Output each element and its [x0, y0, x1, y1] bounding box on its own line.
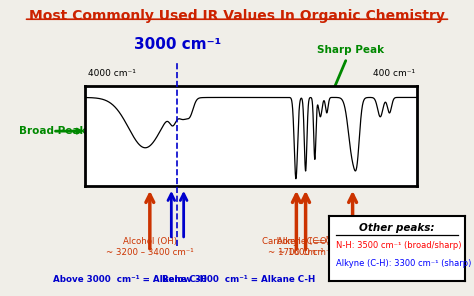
Text: C-O bond
~ 1100 cm⁻¹: C-O bond ~ 1100 cm⁻¹: [325, 222, 381, 242]
Text: Alcohol (OH)
~ 3200 – 3400 cm⁻¹: Alcohol (OH) ~ 3200 – 3400 cm⁻¹: [106, 237, 194, 257]
Text: Sharp Peak: Sharp Peak: [310, 45, 383, 146]
Text: 400 cm⁻¹: 400 cm⁻¹: [373, 70, 415, 78]
Text: Broad Peak: Broad Peak: [19, 126, 86, 136]
Text: Alkyne (C-H): 3300 cm⁻¹ (sharp): Alkyne (C-H): 3300 cm⁻¹ (sharp): [336, 259, 472, 268]
Text: Alkene (C=C)
~ 1600 cm⁻¹: Alkene (C=C) ~ 1600 cm⁻¹: [277, 237, 335, 257]
Text: 4000 cm⁻¹: 4000 cm⁻¹: [88, 70, 136, 78]
Text: N-H: 3500 cm⁻¹ (broad/sharp): N-H: 3500 cm⁻¹ (broad/sharp): [336, 241, 462, 250]
Text: Carbonyl (C=O)
~ 1700 cm⁻¹: Carbonyl (C=O) ~ 1700 cm⁻¹: [263, 237, 330, 257]
Text: Other peaks:: Other peaks:: [359, 223, 435, 233]
Text: 3000 cm⁻¹: 3000 cm⁻¹: [134, 37, 221, 52]
Text: Below 3000  cm⁻¹ = Alkane C-H: Below 3000 cm⁻¹ = Alkane C-H: [163, 275, 316, 284]
Text: Above 3000  cm⁻¹ = Alkene C-H: Above 3000 cm⁻¹ = Alkene C-H: [53, 275, 207, 284]
Text: Most Commonly Used IR Values In Organic Chemistry: Most Commonly Used IR Values In Organic …: [29, 9, 445, 23]
